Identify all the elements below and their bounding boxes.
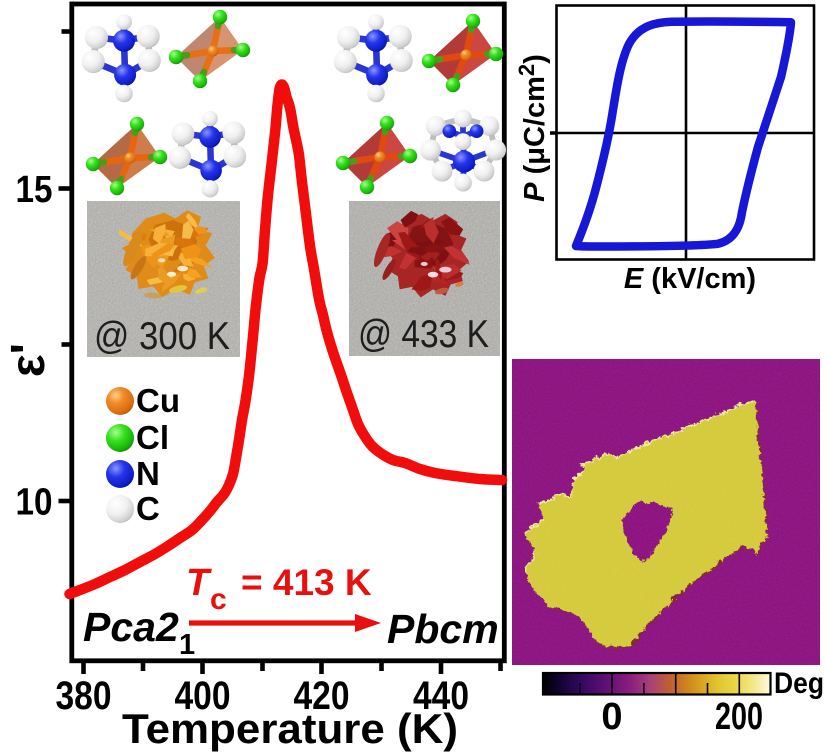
svg-text:C: C bbox=[136, 490, 160, 527]
svg-text:T: T bbox=[186, 562, 212, 604]
svg-text:Pbcm: Pbcm bbox=[387, 606, 499, 652]
svg-text:Temperature (K): Temperature (K) bbox=[122, 705, 458, 752]
svg-text:N: N bbox=[136, 455, 160, 492]
svg-text:400: 400 bbox=[175, 674, 231, 718]
svg-text:15: 15 bbox=[16, 169, 53, 211]
svg-text:@ 300 K: @ 300 K bbox=[94, 315, 230, 358]
svg-text:10: 10 bbox=[16, 482, 53, 524]
svg-text:200: 200 bbox=[715, 696, 763, 738]
svg-text:440: 440 bbox=[413, 674, 469, 718]
svg-text:Cu: Cu bbox=[136, 382, 180, 419]
svg-text:380: 380 bbox=[56, 674, 112, 718]
svg-text:E (kV/cm): E (kV/cm) bbox=[624, 263, 756, 295]
svg-text:1: 1 bbox=[179, 629, 195, 661]
svg-text:c: c bbox=[210, 583, 227, 616]
svg-text:420: 420 bbox=[294, 674, 350, 718]
svg-text:= 413 K: = 413 K bbox=[241, 562, 372, 603]
svg-text:@ 433 K: @ 433 K bbox=[358, 313, 489, 356]
svg-text:Pca2: Pca2 bbox=[83, 604, 179, 650]
svg-text:Cl: Cl bbox=[136, 419, 169, 456]
svg-text:Deg: Deg bbox=[774, 667, 824, 700]
svg-text:0: 0 bbox=[601, 696, 622, 738]
svg-text:P (μC/cm2): P (μC/cm2) bbox=[514, 54, 551, 202]
svg-text:ε': ε' bbox=[2, 343, 55, 377]
